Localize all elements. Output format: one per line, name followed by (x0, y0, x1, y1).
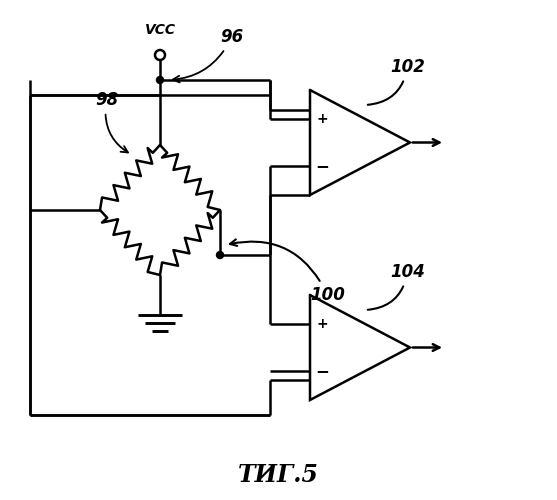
Circle shape (157, 76, 164, 84)
Text: 96: 96 (173, 28, 243, 82)
Text: VCC: VCC (144, 23, 175, 37)
Text: 100: 100 (230, 240, 345, 304)
Text: −: − (315, 156, 329, 174)
Text: 102: 102 (368, 58, 425, 105)
Circle shape (217, 252, 223, 258)
Text: 98: 98 (95, 91, 128, 152)
Text: +: + (316, 318, 328, 332)
Text: 104: 104 (368, 263, 425, 310)
Text: +: + (316, 112, 328, 126)
Text: ΤИГ.5: ΤИГ.5 (237, 463, 319, 487)
Text: −: − (315, 362, 329, 380)
